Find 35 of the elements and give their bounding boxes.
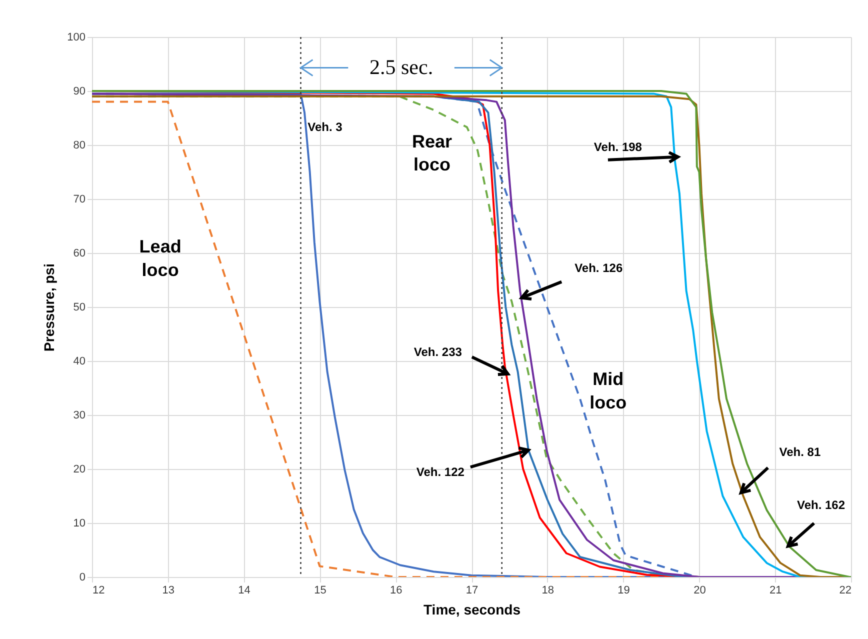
y-tick-label: 60 [73,248,86,260]
y-tick-label: 90 [73,86,86,98]
annotation: 2.5 sec. [370,54,434,79]
annotation: Mid loco [590,368,627,412]
y-tick-label: 50 [73,302,86,314]
x-tick-label: 18 [542,584,554,596]
x-tick-label: 20 [694,584,706,596]
annotation: Veh. 122 [416,465,465,480]
y-tick-label: 30 [73,410,86,422]
x-tick-label: 15 [314,584,326,596]
annotation: Veh. 126 [574,260,623,275]
y-axis-title: Pressure, psi [41,264,58,352]
y-tick-label: 40 [73,356,86,368]
x-tick-label: 16 [390,584,402,596]
annotation: Veh. 198 [594,140,642,154]
y-tick-label: 0 [79,572,86,584]
x-tick-label: 21 [769,584,782,596]
y-tick-label: 70 [73,194,86,206]
x-tick-label: 12 [92,584,105,596]
y-tick-label: 20 [73,464,86,476]
y-tick-label: 80 [73,140,86,152]
x-tick-label: 19 [618,584,630,596]
x-tick-label: 14 [238,584,250,596]
x-tick-label: 22 [839,584,852,596]
annotation: Veh. 81 [779,444,821,459]
x-tick-label: 17 [466,584,478,596]
annotation: Rear loco [412,131,452,175]
x-axis-title: Time, seconds [423,602,521,618]
annotation: Veh. 3 [308,120,343,134]
y-tick-label: 10 [73,518,86,530]
annotation: Veh. 162 [796,498,846,512]
annotation: Lead loco [139,236,182,280]
y-tick-label: 100 [67,32,86,44]
x-tick-label: 13 [162,584,175,596]
annotation: Veh. 233 [414,344,462,359]
